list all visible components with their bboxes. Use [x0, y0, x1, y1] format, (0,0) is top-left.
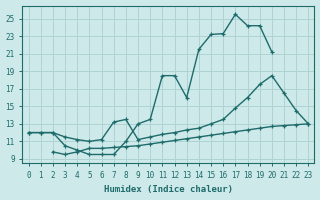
- X-axis label: Humidex (Indice chaleur): Humidex (Indice chaleur): [104, 185, 233, 194]
